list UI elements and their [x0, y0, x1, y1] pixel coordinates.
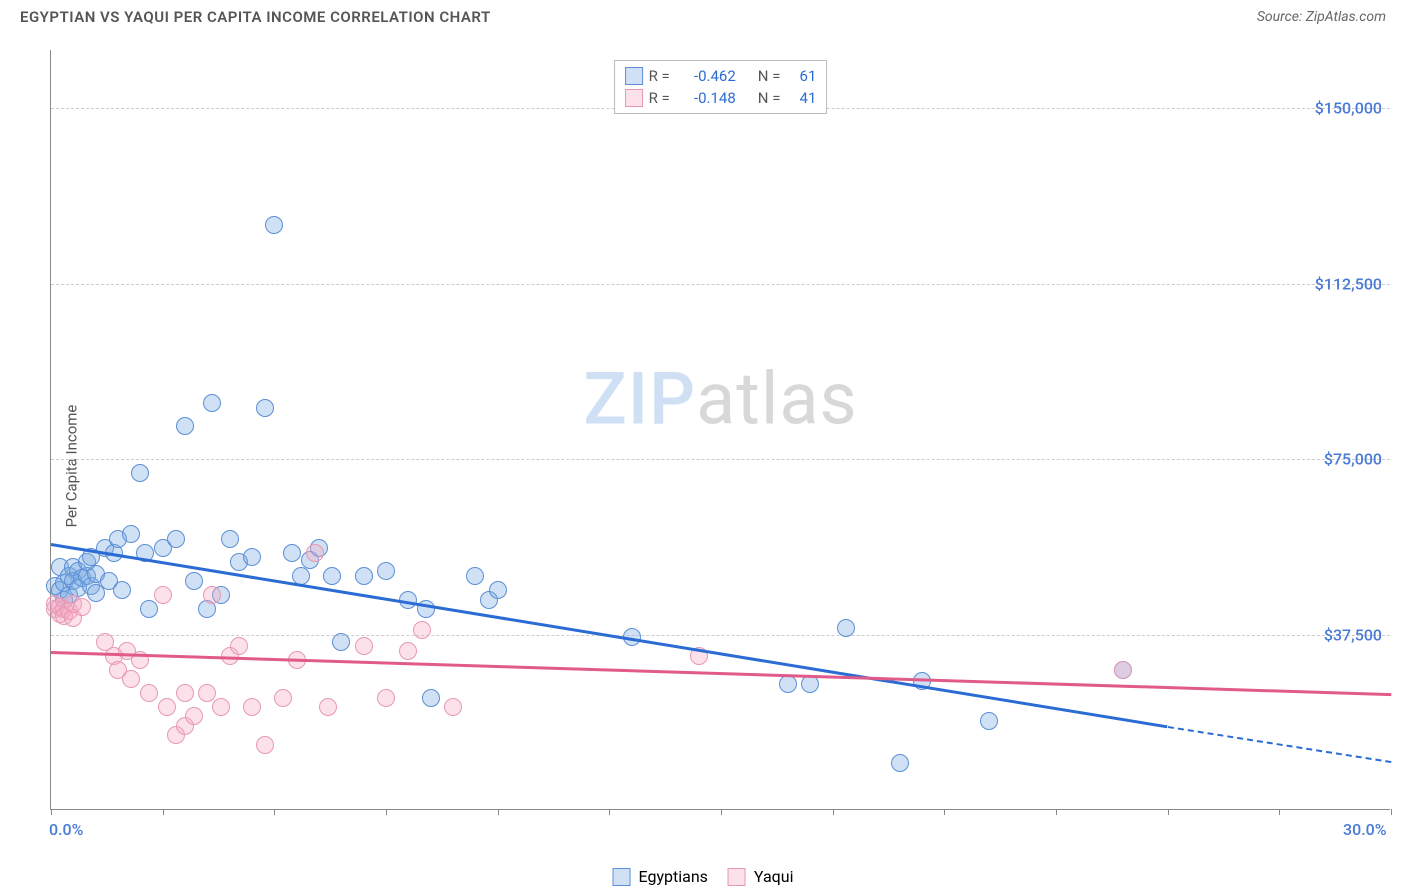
- scatter-point: [140, 684, 158, 702]
- scatter-point: [256, 399, 274, 417]
- legend-swatch: [728, 868, 746, 886]
- scatter-point: [377, 689, 395, 707]
- legend-label: Yaqui: [754, 867, 794, 886]
- y-tick-label: $150,000: [1315, 99, 1382, 118]
- scatter-point: [154, 586, 172, 604]
- scatter-point: [399, 642, 417, 660]
- legend-N-label: N =: [758, 67, 781, 85]
- watermark-zip: ZIP: [583, 357, 696, 442]
- x-tick-mark: [1391, 809, 1392, 815]
- scatter-point: [444, 698, 462, 716]
- legend-swatch: [625, 67, 643, 85]
- scatter-point: [167, 530, 185, 548]
- gridline-h: [51, 459, 1390, 460]
- scatter-point: [176, 417, 194, 435]
- scatter-point: [158, 698, 176, 716]
- legend-swatch: [613, 868, 631, 886]
- y-tick-label: $112,500: [1315, 274, 1382, 293]
- legend-item: Egyptians: [613, 867, 708, 886]
- x-tick-mark: [609, 809, 610, 815]
- scatter-point: [837, 619, 855, 637]
- x-tick-mark: [1168, 809, 1169, 815]
- scatter-point: [176, 684, 194, 702]
- watermark-atlas: atlas: [696, 357, 858, 442]
- scatter-point: [122, 670, 140, 688]
- x-tick-mark: [833, 809, 834, 815]
- x-tick-mark: [1279, 809, 1280, 815]
- x-tick-mark: [1056, 809, 1057, 815]
- x-tick-label: 30.0%: [1343, 820, 1387, 839]
- scatter-point: [355, 567, 373, 585]
- scatter-point: [131, 464, 149, 482]
- y-tick-label: $37,500: [1324, 625, 1382, 644]
- legend-R-value: -0.148: [676, 89, 736, 107]
- x-tick-mark: [498, 809, 499, 815]
- trend-line: [51, 651, 1391, 696]
- scatter-point: [422, 689, 440, 707]
- scatter-point: [1114, 661, 1132, 679]
- scatter-point: [283, 544, 301, 562]
- x-tick-label: 0.0%: [49, 820, 83, 839]
- scatter-point: [198, 684, 216, 702]
- scatter-point: [113, 581, 131, 599]
- x-tick-mark: [163, 809, 164, 815]
- scatter-point: [332, 633, 350, 651]
- legend-stats-row: R = -0.148 N = 41: [625, 87, 817, 109]
- legend-item: Yaqui: [728, 867, 794, 886]
- scatter-point: [256, 736, 274, 754]
- scatter-point: [323, 567, 341, 585]
- scatter-point: [980, 712, 998, 730]
- x-tick-mark: [51, 809, 52, 815]
- scatter-point: [203, 394, 221, 412]
- scatter-point: [73, 598, 91, 616]
- scatter-point: [243, 698, 261, 716]
- x-tick-mark: [721, 809, 722, 815]
- plot-area: ZIPatlas $37,500$75,000$112,500$150,0000…: [50, 50, 1390, 810]
- x-tick-mark: [274, 809, 275, 815]
- x-tick-mark: [386, 809, 387, 815]
- scatter-point: [319, 698, 337, 716]
- gridline-h: [51, 284, 1390, 285]
- chart-container: Per Capita Income ZIPatlas $37,500$75,00…: [0, 40, 1406, 892]
- scatter-point: [265, 216, 283, 234]
- legend-R-value: -0.462: [676, 67, 736, 85]
- legend-N-label: N =: [758, 89, 781, 107]
- legend-label: Egyptians: [639, 867, 708, 886]
- scatter-point: [489, 581, 507, 599]
- scatter-point: [413, 621, 431, 639]
- legend-stats-row: R = -0.462 N = 61: [625, 65, 817, 87]
- scatter-point: [203, 586, 221, 604]
- scatter-point: [274, 689, 292, 707]
- chart-title: EGYPTIAN VS YAQUI PER CAPITA INCOME CORR…: [20, 8, 491, 26]
- source-text: Source: ZipAtlas.com: [1257, 9, 1386, 25]
- legend-bottom: Egyptians Yaqui: [613, 867, 794, 886]
- scatter-point: [243, 548, 261, 566]
- scatter-point: [230, 637, 248, 655]
- scatter-point: [355, 637, 373, 655]
- scatter-point: [212, 698, 230, 716]
- scatter-point: [306, 544, 324, 562]
- scatter-point: [891, 754, 909, 772]
- scatter-point: [377, 562, 395, 580]
- scatter-point: [185, 707, 203, 725]
- legend-swatch: [625, 89, 643, 107]
- watermark: ZIPatlas: [583, 357, 857, 442]
- scatter-point: [466, 567, 484, 585]
- trend-line: [1168, 726, 1392, 763]
- scatter-point: [779, 675, 797, 693]
- legend-R-label: R =: [649, 89, 670, 107]
- scatter-point: [185, 572, 203, 590]
- legend-stats: R = -0.462 N = 61 R = -0.148 N = 41: [614, 60, 828, 114]
- scatter-point: [221, 530, 239, 548]
- legend-N-value: 61: [786, 67, 816, 85]
- gridline-h: [51, 635, 1390, 636]
- x-tick-mark: [944, 809, 945, 815]
- legend-R-label: R =: [649, 67, 670, 85]
- legend-N-value: 41: [786, 89, 816, 107]
- scatter-point: [140, 600, 158, 618]
- scatter-point: [122, 525, 140, 543]
- y-tick-label: $75,000: [1324, 450, 1382, 469]
